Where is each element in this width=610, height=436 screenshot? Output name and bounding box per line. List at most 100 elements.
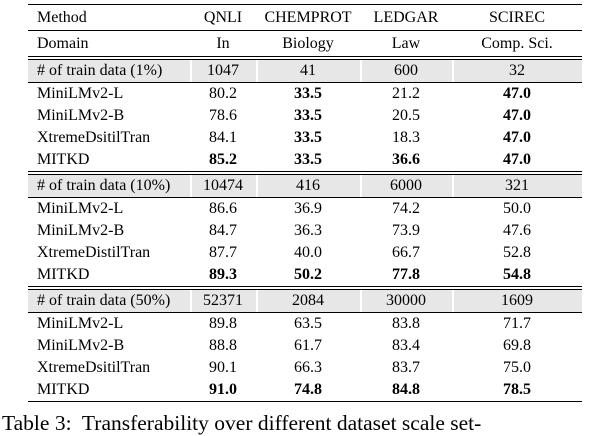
train-count-value: 321	[452, 173, 582, 198]
score-value: 83.8	[392, 315, 420, 332]
chemprot-domain: Biology	[256, 30, 360, 60]
score-value: 50.0	[503, 200, 531, 217]
scirec-domain: Comp. Sci.	[452, 30, 582, 60]
method-name: XtremeDsitilTran	[37, 359, 151, 376]
score-value: 36.3	[294, 222, 322, 239]
score-value: 52.8	[503, 244, 531, 261]
score-value: 33.5	[256, 149, 360, 175]
score-value: 33.5	[294, 107, 322, 124]
score-value: 84.7	[209, 222, 237, 239]
score-value: 20.5	[392, 107, 420, 124]
score-value: 86.6	[209, 200, 237, 217]
method-row-mitkd: MITKD 89.3 50.2 77.8 54.8	[28, 264, 582, 290]
score-value: 84.8	[360, 379, 452, 402]
score-value: 47.0	[503, 129, 531, 146]
score-value: 80.2	[209, 85, 237, 102]
score-value: 73.9	[392, 222, 420, 239]
method-row-minilmv2-b: MiniLMv2-B 78.6 33.5 20.5 47.0	[28, 105, 582, 127]
train-count-value: 1609	[452, 288, 582, 313]
method-row-mitkd: MITKD 91.0 74.8 84.8 78.5	[28, 379, 582, 402]
method-name: MiniLMv2-L	[37, 85, 124, 102]
score-value: 71.7	[503, 315, 531, 332]
score-value: 47.0	[452, 149, 582, 175]
score-value: 77.8	[360, 264, 452, 290]
train-count-value: 10474	[190, 173, 256, 198]
score-value: 47.0	[503, 107, 531, 124]
qnli-column-header: QNLI	[190, 4, 256, 31]
score-value: 87.7	[209, 244, 237, 261]
score-value: 33.5	[294, 85, 322, 102]
method-name: MiniLMv2-B	[37, 222, 125, 239]
score-value: 90.1	[209, 359, 237, 376]
score-value: 50.2	[256, 264, 360, 290]
ledgar-domain: Law	[360, 30, 452, 60]
score-value: 88.8	[209, 337, 237, 354]
score-value: 47.6	[503, 222, 531, 239]
chemprot-column-header: CHEMPROT	[256, 4, 360, 31]
score-value: 61.7	[294, 337, 322, 354]
train-count-value: 6000	[360, 173, 452, 198]
method-name: MiniLMv2-L	[37, 200, 124, 217]
train-count-label: # of train data (10%)	[28, 173, 190, 198]
score-value: 85.2	[190, 149, 256, 175]
domain-header-row: Domain In Biology Law Comp. Sci.	[28, 30, 582, 60]
method-name: MITKD	[28, 149, 190, 175]
domain-row-label: Domain	[28, 30, 190, 60]
score-value: 74.2	[392, 200, 420, 217]
train-count-value: 52371	[190, 288, 256, 313]
score-value: 66.3	[294, 359, 322, 376]
method-row-xtremedsitiltran: XtremeDsitilTran 90.1 66.3 83.7 75.0	[28, 357, 582, 379]
train-count-value: 32	[452, 58, 582, 83]
method-name: MITKD	[28, 379, 190, 402]
table-caption: Table 3: Transferability over different …	[2, 411, 482, 435]
method-name: MiniLMv2-B	[37, 107, 125, 124]
score-value: 54.8	[452, 264, 582, 290]
score-value: 36.6	[360, 149, 452, 175]
score-value: 69.8	[503, 337, 531, 354]
train-count-value: 30000	[360, 288, 452, 313]
method-row-minilmv2-b: MiniLMv2-B 88.8 61.7 83.4 69.8	[28, 335, 582, 357]
method-column-header: Method	[28, 4, 190, 31]
train-count-label: # of train data (50%)	[28, 288, 190, 313]
score-value: 36.9	[294, 200, 322, 217]
score-value: 91.0	[190, 379, 256, 402]
score-value: 66.7	[392, 244, 420, 261]
method-name: XtremeDsitilTran	[37, 129, 151, 146]
method-row-minilmv2-l: MiniLMv2-L 86.6 36.9 74.2 50.0	[28, 198, 582, 221]
train-count-value: 416	[256, 173, 360, 198]
score-value: 33.5	[294, 129, 322, 146]
score-value: 78.5	[452, 379, 582, 402]
method-row-minilmv2-l: MiniLMv2-L 80.2 33.5 21.2 47.0	[28, 83, 582, 106]
score-value: 89.8	[209, 315, 237, 332]
train-count-row-50pct: # of train data (50%) 52371 2084 30000 1…	[28, 288, 582, 313]
score-value: 18.3	[392, 129, 420, 146]
score-value: 74.8	[256, 379, 360, 402]
scirec-column-header: SCIREC	[452, 4, 582, 31]
method-name: MITKD	[28, 264, 190, 290]
method-name: MiniLMv2-L	[37, 315, 124, 332]
table-header-row: Method QNLI CHEMPROT LEDGAR SCIREC	[28, 4, 582, 31]
train-count-value: 2084	[256, 288, 360, 313]
score-value: 47.0	[503, 85, 531, 102]
train-count-value: 41	[256, 58, 360, 83]
train-count-row-10pct: # of train data (10%) 10474 416 6000 321	[28, 173, 582, 198]
method-row-mitkd: MITKD 85.2 33.5 36.6 47.0	[28, 149, 582, 175]
train-count-value: 600	[360, 58, 452, 83]
score-value: 40.0	[294, 244, 322, 261]
results-table: Method QNLI CHEMPROT LEDGAR SCIREC Domai…	[28, 4, 582, 402]
method-row-minilmv2-b: MiniLMv2-B 84.7 36.3 73.9 47.6	[28, 220, 582, 242]
score-value: 21.2	[392, 85, 420, 102]
qnli-domain: In	[190, 30, 256, 60]
score-value: 75.0	[503, 359, 531, 376]
method-row-xtremedistiltran: XtremeDistilTran 87.7 40.0 66.7 52.8	[28, 242, 582, 264]
method-name: MiniLMv2-B	[37, 337, 125, 354]
method-row-xtremedsitiltran: XtremeDsitilTran 84.1 33.5 18.3 47.0	[28, 127, 582, 149]
score-value: 63.5	[294, 315, 322, 332]
train-count-value: 1047	[190, 58, 256, 83]
method-name: XtremeDistilTran	[37, 244, 151, 261]
score-value: 78.6	[209, 107, 237, 124]
score-value: 89.3	[190, 264, 256, 290]
score-value: 83.4	[392, 337, 420, 354]
ledgar-column-header: LEDGAR	[360, 4, 452, 31]
